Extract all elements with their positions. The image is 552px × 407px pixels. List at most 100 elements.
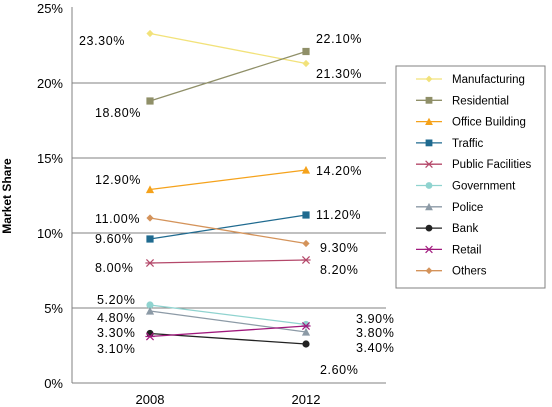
- data-label: 12.90%: [95, 173, 141, 187]
- data-label: 8.20%: [320, 263, 358, 277]
- data-label: 23.30%: [79, 34, 125, 48]
- data-point: [301, 255, 311, 265]
- data-label: 2.60%: [320, 363, 358, 377]
- x-tick-label: 2008: [136, 392, 165, 407]
- y-tick-label: 15%: [37, 151, 63, 166]
- series-residential: [146, 47, 310, 105]
- legend: Manufacturing Residential Office Building T…: [395, 65, 546, 289]
- data-label: 3.10%: [97, 342, 135, 356]
- legend-item: Retail: [416, 244, 481, 256]
- series-manufacturing: [146, 29, 310, 68]
- data-label: 3.40%: [356, 341, 394, 355]
- data-labels: 23.30% 21.30% 18.80% 22.10% 12.90% 14.20% 9.60…: [79, 32, 394, 377]
- legend-marker: [425, 96, 433, 104]
- series-line: [149, 169, 307, 191]
- data-label: 14.20%: [316, 164, 362, 178]
- legend-marker: [425, 117, 433, 125]
- series-police: [145, 306, 311, 336]
- legend-label: Government: [452, 181, 516, 193]
- legend-label: Retail: [452, 244, 481, 256]
- series-government: [146, 301, 310, 329]
- data-label: 22.10%: [316, 32, 362, 46]
- legend-label: Others: [452, 266, 487, 278]
- series-retail: [145, 321, 311, 341]
- data-point: [146, 235, 154, 243]
- y-tick-label: 5%: [44, 301, 63, 316]
- data-point: [145, 332, 155, 341]
- legend-marker: [424, 160, 434, 169]
- legend-label: Traffic: [452, 138, 484, 150]
- series: [145, 29, 311, 348]
- data-label: 3.80%: [356, 326, 394, 340]
- series-line: [149, 310, 307, 333]
- data-point: [302, 340, 310, 348]
- axes: 0% 5% 10% 15% 20% 25% 2008 2012 Market Share: [0, 1, 386, 407]
- y-tick-label: 25%: [37, 1, 63, 16]
- series-line: [149, 304, 307, 326]
- series-office-building: [145, 165, 311, 194]
- series-bank: [146, 329, 310, 348]
- legend-label: Residential: [452, 95, 509, 107]
- data-label: 9.30%: [320, 241, 358, 255]
- series-line: [149, 50, 307, 102]
- legend-marker: [425, 75, 433, 83]
- legend-marker: [425, 202, 433, 211]
- data-point: [145, 258, 155, 268]
- y-tick-label: 0%: [44, 376, 63, 391]
- legend-marker: [425, 139, 433, 147]
- data-point: [301, 327, 311, 336]
- data-point: [301, 165, 311, 174]
- data-point: [301, 321, 311, 331]
- data-label: 4.80%: [97, 311, 135, 325]
- data-label: 3.90%: [356, 312, 394, 326]
- legend-item: Residential: [416, 95, 509, 107]
- data-label: 5.20%: [97, 293, 135, 307]
- data-label: 11.20%: [316, 208, 361, 222]
- series-line: [149, 32, 307, 65]
- y-tick-label: 20%: [37, 76, 63, 91]
- legend-item: Manufacturing: [416, 74, 525, 86]
- legend-marker: [425, 182, 433, 189]
- y-axis-title: Market Share: [0, 158, 14, 234]
- series-public-facilities: [145, 255, 311, 268]
- series-line: [149, 217, 307, 245]
- legend-item: Office Building: [416, 117, 526, 129]
- data-point: [146, 214, 154, 222]
- data-point: [302, 47, 310, 56]
- data-point: [302, 211, 310, 219]
- legend-marker: [425, 267, 433, 275]
- legend-label: Public Facilities: [452, 159, 531, 171]
- gridlines: [72, 82, 386, 309]
- series-line: [149, 325, 307, 338]
- legend-item: Police: [416, 202, 483, 214]
- legend-item: Traffic: [416, 138, 484, 150]
- y-tick-label: 10%: [37, 226, 63, 241]
- series-line: [149, 259, 307, 264]
- x-tick-label: 2012: [292, 392, 321, 407]
- data-point: [146, 29, 154, 38]
- legend-box: [395, 65, 546, 289]
- data-point: [146, 97, 154, 105]
- data-label: 21.30%: [316, 67, 362, 81]
- data-point: [146, 301, 154, 309]
- data-label: 11.00%: [95, 212, 140, 226]
- legend-label: Police: [452, 202, 483, 214]
- series-others: [146, 214, 310, 248]
- data-point: [302, 239, 310, 248]
- legend-marker: [424, 245, 434, 254]
- legend-label: Office Building: [452, 117, 526, 129]
- data-label: 8.00%: [95, 261, 133, 275]
- data-point: [302, 320, 310, 329]
- legend-marker: [425, 224, 433, 232]
- legend-label: Bank: [452, 223, 478, 235]
- series-line: [149, 214, 307, 240]
- data-point: [145, 185, 155, 194]
- data-label: 3.30%: [97, 326, 135, 340]
- data-label: 9.60%: [95, 232, 133, 246]
- legend-item: Bank: [416, 223, 478, 235]
- legend-label: Manufacturing: [452, 74, 525, 86]
- data-point: [302, 59, 310, 68]
- legend-item: Others: [416, 266, 487, 278]
- legend-item: Public Facilities: [416, 159, 531, 171]
